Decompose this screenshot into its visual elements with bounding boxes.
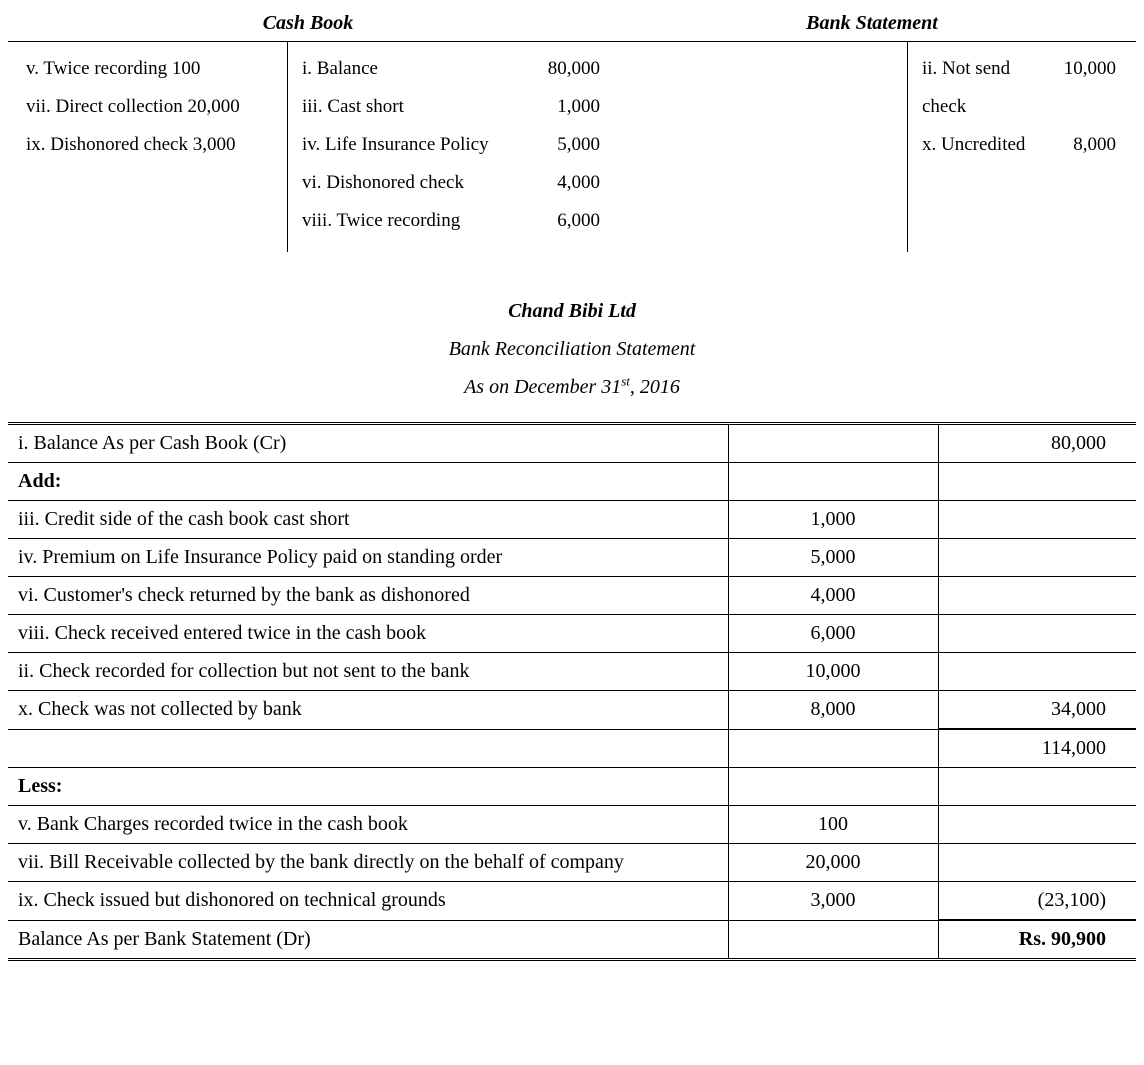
statement-heading-block: Chand Bibi Ltd Bank Reconciliation State… (8, 292, 1136, 406)
cash-book-header: Cash Book (8, 12, 608, 35)
row-description (8, 729, 728, 768)
ledger-entry-amount: 4,000 (530, 164, 600, 202)
row-description: Balance As per Bank Statement (Dr) (8, 920, 728, 960)
row-description: viii. Check received entered twice in th… (8, 615, 728, 653)
row-description: ix. Check issued but dishonored on techn… (8, 882, 728, 921)
ledger-entry: vi. Dishonored check4,000 (302, 164, 600, 202)
ledger-entry-label: i. Balance (302, 50, 530, 88)
table-row: vii. Bill Receivable collected by the ba… (8, 844, 1136, 882)
ledger-entry-label: v. Twice recording 100 (26, 50, 279, 88)
cash-book-credit-side: i. Balance80,000iii. Cast short1,000iv. … (288, 42, 608, 252)
row-amount-col2 (938, 539, 1136, 577)
table-row: Add: (8, 463, 1136, 501)
row-amount-col1: 5,000 (728, 539, 938, 577)
ledger-entry: ii. Not send check10,000 (922, 50, 1116, 126)
row-description: x. Check was not collected by bank (8, 691, 728, 730)
reconciliation-table: i. Balance As per Cash Book (Cr) 80,000 Ad… (8, 422, 1136, 961)
row-amount-col2 (938, 653, 1136, 691)
row-amount-col1 (728, 729, 938, 768)
ledger-entry-label: ii. Not send check (922, 50, 1046, 126)
row-amount-col1 (728, 424, 938, 463)
company-name: Chand Bibi Ltd (8, 292, 1136, 330)
ledger-headers: Cash Book Bank Statement (8, 12, 1136, 35)
row-amount-col1: 10,000 (728, 653, 938, 691)
ledger-entry: ix. Dishonored check 3,000 (26, 126, 279, 164)
ledger-entry: v. Twice recording 100 (26, 50, 279, 88)
cash-book-t-account: v. Twice recording 100vii. Direct collec… (8, 42, 608, 252)
ledger-entry-label: vi. Dishonored check (302, 164, 530, 202)
row-amount-col2: Rs. 90,900 (938, 920, 1136, 960)
ledger-entry-label: iv. Life Insurance Policy (302, 126, 530, 164)
ledger-entry-amount: 1,000 (530, 88, 600, 126)
row-description: vii. Bill Receivable collected by the ba… (8, 844, 728, 882)
table-row: v. Bank Charges recorded twice in the ca… (8, 806, 1136, 844)
ledger-entry-amount: 80,000 (530, 50, 600, 88)
table-row: x. Check was not collected by bank8,0003… (8, 691, 1136, 730)
table-row: ix. Check issued but dishonored on techn… (8, 882, 1136, 921)
row-amount-col1 (728, 768, 938, 806)
ledger-entry: viii. Twice recording6,000 (302, 202, 600, 240)
row-amount-col1: 4,000 (728, 577, 938, 615)
row-amount-col1 (728, 463, 938, 501)
table-row: iii. Credit side of the cash book cast s… (8, 501, 1136, 539)
row-description: iv. Premium on Life Insurance Policy pai… (8, 539, 728, 577)
table-row: i. Balance As per Cash Book (Cr) 80,000 (8, 424, 1136, 463)
row-amount-col1: 20,000 (728, 844, 938, 882)
ledger-entry-label: ix. Dishonored check 3,000 (26, 126, 279, 164)
row-amount-col2 (938, 615, 1136, 653)
ledger-entry-amount: 10,000 (1046, 50, 1116, 126)
table-row: 114,000 (8, 729, 1136, 768)
ledger-entry: iii. Cast short1,000 (302, 88, 600, 126)
row-description: i. Balance As per Cash Book (Cr) (8, 424, 728, 463)
table-row: vi. Customer's check returned by the ban… (8, 577, 1136, 615)
row-amount-col1: 3,000 (728, 882, 938, 921)
ledger-entry: i. Balance80,000 (302, 50, 600, 88)
ledger-entry-label: vii. Direct collection 20,000 (26, 88, 279, 126)
bank-statement-header: Bank Statement (608, 12, 1136, 35)
ledger-entry: vii. Direct collection 20,000 (26, 88, 279, 126)
table-row: Less: (8, 768, 1136, 806)
table-row: ii. Check recorded for collection but no… (8, 653, 1136, 691)
row-amount-col1: 1,000 (728, 501, 938, 539)
row-description: Less: (8, 768, 728, 806)
row-amount-col2 (938, 577, 1136, 615)
table-row: iv. Premium on Life Insurance Policy pai… (8, 539, 1136, 577)
row-amount-col1: 8,000 (728, 691, 938, 730)
ledger-entry-label: x. Uncredited (922, 126, 1046, 164)
row-amount-col2 (938, 844, 1136, 882)
ledger-entry: iv. Life Insurance Policy5,000 (302, 126, 600, 164)
row-amount-col2: 80,000 (938, 424, 1136, 463)
ledger-entry: x. Uncredited8,000 (922, 126, 1116, 164)
ledger-entry-label: viii. Twice recording (302, 202, 530, 240)
ledger-entry-amount: 5,000 (530, 126, 600, 164)
row-amount-col2: 34,000 (938, 691, 1136, 730)
bank-statement-right-side: ii. Not send check10,000x. Uncredited8,0… (908, 42, 1136, 252)
table-row: Balance As per Bank Statement (Dr) Rs. 90… (8, 920, 1136, 960)
ledger-entry-amount: 8,000 (1046, 126, 1116, 164)
row-amount-col1: 6,000 (728, 615, 938, 653)
ledger-entry-label: iii. Cast short (302, 88, 530, 126)
row-amount-col1 (728, 920, 938, 960)
row-amount-col2 (938, 768, 1136, 806)
row-amount-col2 (938, 463, 1136, 501)
cash-book-debit-side: v. Twice recording 100vii. Direct collec… (8, 42, 288, 252)
ledger-entry-amount: 6,000 (530, 202, 600, 240)
row-description: ii. Check recorded for collection but no… (8, 653, 728, 691)
row-description: v. Bank Charges recorded twice in the ca… (8, 806, 728, 844)
statement-date: As on December 31st, 2016 (8, 368, 1136, 406)
ledger-row: v. Twice recording 100vii. Direct collec… (8, 41, 1136, 252)
row-amount-col1: 100 (728, 806, 938, 844)
row-amount-col2: (23,100) (938, 882, 1136, 921)
row-amount-col2 (938, 501, 1136, 539)
statement-title: Bank Reconciliation Statement (8, 330, 1136, 368)
row-amount-col2: 114,000 (938, 729, 1136, 768)
row-description: iii. Credit side of the cash book cast s… (8, 501, 728, 539)
row-description: vi. Customer's check returned by the ban… (8, 577, 728, 615)
row-description: Add: (8, 463, 728, 501)
bank-statement-left-side (668, 42, 908, 252)
table-row: viii. Check received entered twice in th… (8, 615, 1136, 653)
bank-statement-t-account: ii. Not send check10,000x. Uncredited8,0… (668, 42, 1136, 252)
row-amount-col2 (938, 806, 1136, 844)
